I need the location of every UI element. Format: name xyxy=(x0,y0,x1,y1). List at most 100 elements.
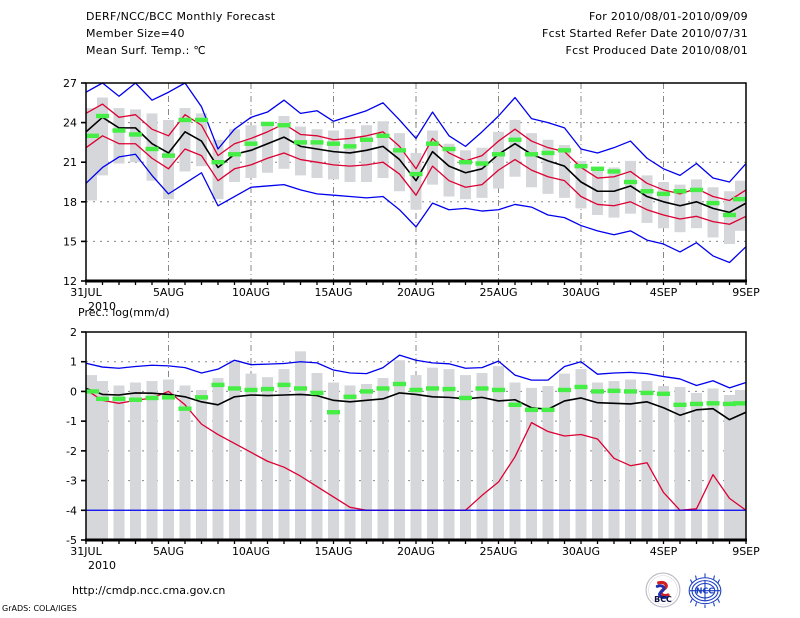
series-max-envelope xyxy=(85,82,747,183)
grads-credit: GrADS: COLA/IGES xyxy=(2,604,77,613)
range-bar xyxy=(724,394,735,540)
range-bar xyxy=(212,378,224,540)
range-bar xyxy=(394,133,405,192)
observation-dash xyxy=(508,137,522,142)
observation-dash xyxy=(145,146,159,152)
range-bar xyxy=(691,179,702,229)
y-tick-label: -1 xyxy=(66,415,77,428)
observation-dash xyxy=(211,382,225,388)
range-bar xyxy=(179,385,191,540)
range-bar xyxy=(608,381,620,540)
observation-dash xyxy=(129,132,142,137)
observation-dash xyxy=(591,166,604,171)
range-bar xyxy=(163,119,174,200)
observation-dash xyxy=(459,395,472,401)
svg-text:NCC: NCC xyxy=(696,587,714,596)
x-tick-label: 5AUG xyxy=(153,286,184,299)
observation-dash xyxy=(723,401,736,407)
range-bar xyxy=(559,145,570,198)
forecast-period: For 2010/08/01-2010/09/09 xyxy=(589,10,748,23)
observation-dash xyxy=(112,396,126,402)
range-bar xyxy=(196,389,207,540)
x-tick-label: 31JUL xyxy=(70,286,102,299)
observation-dash xyxy=(96,113,109,119)
observation-dash xyxy=(195,117,208,123)
range-bar xyxy=(130,382,141,540)
range-bar xyxy=(592,382,603,540)
range-bar xyxy=(86,108,97,201)
observation-dash xyxy=(261,386,274,392)
observation-dash xyxy=(360,137,373,142)
range-bar xyxy=(724,191,735,245)
observation-dash xyxy=(624,179,637,185)
range-bar xyxy=(295,351,306,540)
range-bar xyxy=(526,133,537,188)
fcst-produced-date: Fcst Produced Date 2010/08/01 xyxy=(565,44,748,57)
observation-dash xyxy=(162,153,175,158)
range-bar xyxy=(245,373,257,540)
bcc-logo: BCC xyxy=(645,572,681,608)
observation-dash xyxy=(574,384,588,390)
observation-dash xyxy=(558,148,571,153)
x-tick-label: 10AUG xyxy=(232,545,270,558)
range-bar xyxy=(394,360,405,540)
range-bar xyxy=(592,170,603,215)
range-bar xyxy=(476,147,488,198)
range-bar xyxy=(361,125,372,182)
observation-dash xyxy=(327,141,340,146)
range-bar xyxy=(179,108,191,172)
observation-dash xyxy=(360,389,373,394)
range-bar xyxy=(493,131,504,189)
observation-dash xyxy=(376,386,390,391)
range-bar xyxy=(262,377,273,540)
range-bar xyxy=(509,382,521,540)
y-tick-label: 15 xyxy=(63,235,77,248)
series-min-envelope xyxy=(85,153,747,264)
range-bar xyxy=(691,392,702,540)
observation-dash xyxy=(393,381,406,387)
observation-dash xyxy=(162,395,175,400)
range-bar xyxy=(328,130,339,180)
observation-dash xyxy=(343,144,357,149)
y-tick-label: 18 xyxy=(63,196,77,209)
range-bar xyxy=(328,382,339,540)
observation-dash xyxy=(211,160,225,165)
x-tick-label: 5AUG xyxy=(153,545,184,558)
y-tick-label: 24 xyxy=(63,117,77,130)
y-tick-label: -2 xyxy=(66,445,77,458)
range-bar xyxy=(427,367,438,540)
observation-dash xyxy=(607,169,621,174)
observation-dash xyxy=(706,200,720,206)
x-tick-label: 31JUL xyxy=(70,545,102,558)
prec-panel-label: Prec.: log(mm/d) xyxy=(78,306,170,319)
range-bar xyxy=(295,126,306,176)
range-bar xyxy=(311,373,323,540)
member-size-label: Member Size=40 xyxy=(86,27,185,40)
range-bar xyxy=(625,379,636,540)
range-bar xyxy=(674,386,686,540)
cmdp-url[interactable]: http://cmdp.ncc.cma.gov.cn xyxy=(72,584,226,597)
range-bar xyxy=(460,375,471,540)
x-tick-label: 4SEP xyxy=(650,545,678,558)
temp-panel-label: Mean Surf. Temp.: ℃ xyxy=(86,44,207,57)
observation-dash xyxy=(723,212,736,218)
observation-dash xyxy=(459,160,472,165)
panel-mean-surface-temperature: 12 15 18 21 24 27 31JUL 5AUG 10AUG 15AUG 20AUG 25AU… xyxy=(63,77,760,313)
range-bar xyxy=(658,182,669,229)
range-bar xyxy=(735,389,746,540)
observation-dash xyxy=(310,140,324,145)
range-bar xyxy=(641,381,653,540)
observation-dash xyxy=(733,196,746,202)
x-tick-label: 4SEP xyxy=(650,286,678,299)
range-bar xyxy=(113,385,125,540)
observation-dash xyxy=(442,146,456,152)
observation-dash xyxy=(277,382,291,388)
observation-dash xyxy=(261,121,274,127)
observation-dash xyxy=(393,148,406,153)
range-bar xyxy=(361,384,372,540)
range-bar xyxy=(262,122,273,173)
range-bar xyxy=(641,175,653,223)
observation-dash xyxy=(277,123,291,128)
x-tick-label: 15AUG xyxy=(314,286,352,299)
